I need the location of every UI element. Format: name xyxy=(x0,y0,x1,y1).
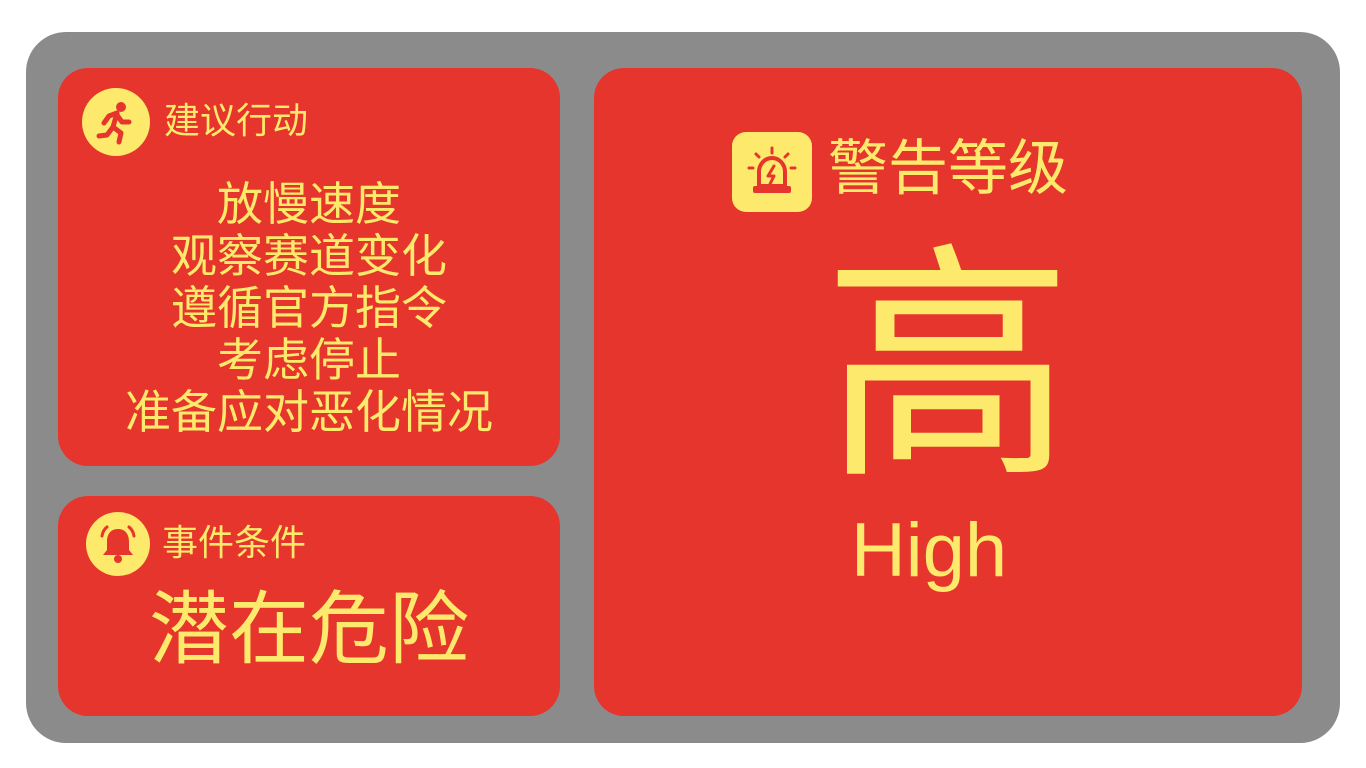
event-condition-panel: 事件条件 潜在危险 xyxy=(58,496,560,716)
action-list: 放慢速度 观察赛道变化 遵循官方指令 考虑停止 准备应对恶化情况 xyxy=(58,178,560,438)
alert-level-panel: 警告等级 高 High xyxy=(594,68,1302,716)
alert-level-value-english: High xyxy=(850,508,1008,593)
list-item: 准备应对恶化情况 xyxy=(125,385,493,439)
bell-icon xyxy=(86,512,150,576)
list-item: 考虑停止 xyxy=(217,333,401,387)
suggested-action-label: 建议行动 xyxy=(164,101,309,142)
list-item: 遵循官方指令 xyxy=(171,281,447,335)
running-person-icon xyxy=(82,88,150,156)
event-condition-value: 潜在危险 xyxy=(149,583,469,676)
suggested-action-panel: 建议行动 放慢速度 观察赛道变化 遵循官方指令 考虑停止 准备应对恶化情况 xyxy=(58,68,560,466)
list-item: 放慢速度 xyxy=(217,177,401,231)
alert-level-value: 高 xyxy=(823,222,1073,513)
event-condition-label: 事件条件 xyxy=(162,523,307,564)
list-item: 观察赛道变化 xyxy=(171,229,447,283)
alert-level-label: 警告等级 xyxy=(828,134,1068,204)
siren-icon xyxy=(732,132,812,212)
